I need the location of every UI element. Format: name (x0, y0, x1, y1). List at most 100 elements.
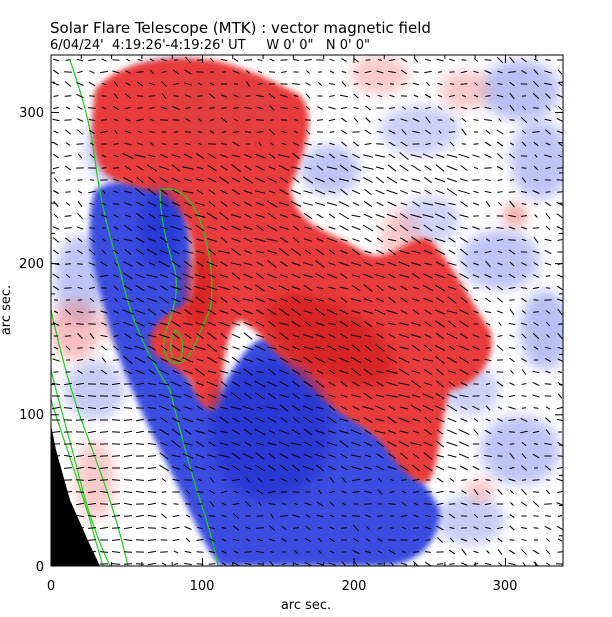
vector-dash (485, 538, 491, 542)
vector-dash (267, 381, 277, 387)
vector-dash (254, 177, 266, 183)
vector-dash (557, 346, 563, 350)
vector-dash (219, 310, 229, 314)
vector-dash (293, 478, 299, 482)
vector-dash (221, 131, 227, 133)
vector-dash (280, 130, 288, 134)
vector-dash (135, 526, 145, 530)
vector-dash (195, 440, 205, 448)
vector-dash (161, 93, 167, 99)
vector-dash (171, 154, 181, 158)
vector-dash (446, 393, 458, 399)
vector-dash (87, 490, 97, 494)
vector-dash (459, 237, 469, 243)
vector-dash (161, 513, 167, 519)
vector-dash (399, 333, 409, 339)
vector-dash (281, 71, 287, 73)
vector-dash (302, 154, 314, 158)
vector-dash (556, 285, 563, 291)
vector-dash (460, 261, 468, 267)
vector-dash (172, 333, 180, 339)
vector-dash (448, 202, 456, 206)
vector-dash (412, 309, 420, 315)
vector-dash (219, 274, 229, 278)
vector-dash (423, 382, 433, 386)
vector-dash (339, 164, 349, 172)
vector-dash (446, 332, 458, 340)
vector-dash (256, 527, 264, 529)
vector-dash (257, 82, 263, 86)
vector-dash (197, 82, 203, 86)
vector-dash (280, 274, 288, 278)
vector-dash (315, 464, 325, 472)
vector-dash (231, 465, 241, 471)
vector-dash (556, 478, 563, 482)
vector-dash (292, 346, 300, 350)
vector-dash (350, 334, 362, 338)
vector-dash (64, 382, 72, 386)
vector-dash (182, 417, 194, 423)
vector-dash (114, 297, 118, 303)
vector-dash (496, 394, 504, 398)
vector-dash (485, 285, 491, 291)
vector-dash (388, 297, 396, 303)
vector-dash (315, 321, 325, 327)
vector-dash (351, 178, 361, 182)
vector-dash (148, 369, 156, 375)
vector-dash (233, 94, 239, 98)
vector-dash (278, 441, 290, 447)
vector-dash (149, 82, 155, 86)
vector-dash (449, 83, 455, 85)
vector-dash (400, 141, 408, 147)
vector-dash (435, 297, 445, 303)
vector-dash (317, 106, 323, 110)
vector-dash (88, 190, 96, 194)
vector-dash (184, 225, 192, 231)
vector-dash (413, 502, 419, 506)
vector-dash (53, 371, 59, 373)
vector-dash (497, 549, 503, 555)
vector-dash (338, 261, 350, 267)
vector-dash (245, 490, 251, 494)
vector-dash (388, 549, 396, 555)
vector-dash (148, 322, 156, 326)
vector-dash (498, 562, 502, 566)
vector-dash (411, 190, 421, 194)
vector-dash (231, 333, 241, 339)
vector-dash (326, 309, 338, 315)
vector-dash (159, 428, 169, 436)
vector-dash (125, 106, 131, 110)
vector-dash (352, 405, 360, 411)
vector-dash (148, 502, 156, 506)
vector-dash (293, 94, 299, 98)
vector-dash (364, 345, 372, 351)
vector-dash (279, 369, 289, 375)
vector-dash (412, 298, 420, 302)
vector-dash (447, 454, 457, 458)
vector-dash (556, 466, 563, 470)
vector-dash (363, 200, 373, 208)
vector-dash (545, 166, 551, 170)
vector-dash (545, 417, 551, 423)
vector-dash (484, 250, 492, 254)
vector-dash (122, 321, 134, 327)
vector-dash (243, 285, 253, 291)
vector-dash (89, 358, 95, 362)
vector-dash (460, 418, 468, 422)
vector-dash (135, 284, 145, 292)
vector-dash (423, 273, 433, 279)
vector-dash (183, 406, 193, 410)
vector-dash (87, 478, 97, 482)
vector-dash (459, 248, 469, 256)
vector-dash (161, 562, 167, 566)
vector-dash (89, 298, 95, 302)
vector-dash (266, 224, 278, 232)
vector-dash (545, 549, 551, 555)
vector-dash (401, 129, 407, 135)
vector-dash (292, 393, 300, 399)
vector-dash (520, 322, 528, 326)
vector-dash (244, 441, 252, 447)
vector-dash (410, 214, 422, 218)
vector-dash (497, 202, 503, 206)
vector-dash (339, 286, 349, 290)
